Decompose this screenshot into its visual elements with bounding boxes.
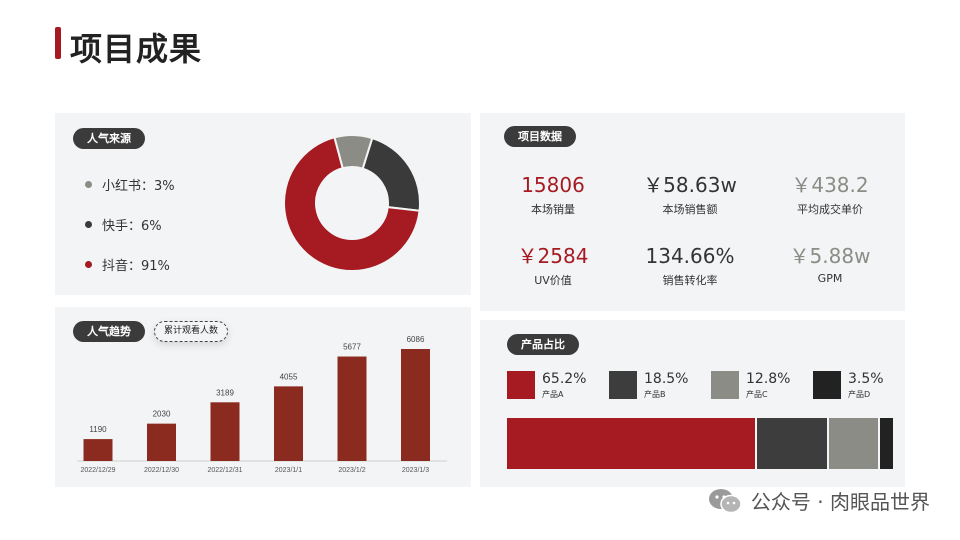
share-swatch — [507, 371, 535, 399]
legend-item-kuaishou: 快手：6% — [85, 215, 162, 234]
trend-bar-1 — [83, 439, 113, 461]
share-swatch — [711, 371, 739, 399]
metric-label: 本场销售额 — [662, 203, 718, 216]
share-pct: 65.2% — [542, 371, 587, 387]
metric-conversion-rate: 134.66% 销售转化率 — [625, 244, 755, 288]
legend-label: 抖音：91% — [102, 259, 170, 274]
stack-segment-1 — [507, 418, 755, 469]
metric-value: ￥438.2 — [791, 173, 869, 197]
x-tick-label: 2022/12/30 — [144, 467, 179, 474]
share-pct: 12.8% — [746, 371, 791, 387]
stack-segment-4 — [879, 418, 893, 469]
product-share-stacked-bar — [507, 418, 893, 469]
share-name: 产品C — [746, 390, 768, 399]
share-pct: 3.5% — [848, 371, 884, 387]
bar-value-label: 3189 — [216, 388, 234, 397]
bar-value-label: 4055 — [280, 372, 298, 381]
trend-bar-2 — [147, 423, 176, 461]
trend-bar-chart: 1190 2022/12/29 2030 2022/12/30 3189 2022/12/… — [77, 335, 447, 474]
metric-value: ￥5.88w — [789, 244, 871, 268]
stack-segment-2 — [756, 418, 828, 469]
project-data-panel: 项目数据 15806 本场销量 ￥58.63w 本场销售额 ￥438.2 平均成… — [480, 113, 905, 311]
page-title: 项目成果 — [70, 30, 203, 68]
title-accent-bar — [55, 27, 61, 59]
share-name: 产品A — [542, 390, 564, 399]
project-data-label: 项目数据 — [504, 126, 576, 147]
metric-uv-value: ￥2584 UV价值 — [488, 244, 618, 288]
popularity-source-label: 人气来源 — [73, 128, 145, 149]
share-swatch — [813, 371, 841, 399]
stack-segment-3 — [829, 418, 878, 469]
legend-label: 小红书：3% — [102, 179, 175, 194]
legend-dot — [85, 261, 92, 268]
series-label: 累计观看人数 — [154, 321, 229, 342]
metric-value: 15806 — [521, 173, 585, 197]
trend-bar-3 — [210, 402, 240, 461]
donut-slice-3 — [283, 136, 421, 272]
legend-label: 快手：6% — [102, 219, 162, 234]
trend-bar-4 — [274, 386, 303, 461]
wechat-icon — [708, 488, 742, 513]
bar-value-label: 1190 — [89, 425, 107, 434]
metric-gpm: ￥5.88w GPM — [765, 244, 895, 285]
metric-sales-volume: 15806 本场销量 — [488, 173, 618, 217]
watermark-text: 公众号 · 肉眼品世界 — [750, 490, 930, 514]
legend-item-xiaohongshu: 小红书：3% — [85, 175, 175, 194]
metric-avg-price: ￥438.2 平均成交单价 — [765, 173, 895, 217]
x-tick-label: 2023/1/3 — [402, 467, 429, 474]
metric-label: 销售转化率 — [662, 274, 718, 287]
watermark: 公众号 · 肉眼品世界 — [707, 486, 930, 515]
bar-value-label: 2030 — [153, 410, 171, 419]
x-tick-label: 2022/12/29 — [80, 467, 115, 474]
metric-label: 本场销量 — [531, 203, 575, 216]
bar-value-label: 5677 — [343, 343, 361, 352]
share-legend-product-d: 3.5% 产品D — [813, 371, 884, 400]
metric-value: 134.66% — [645, 244, 735, 268]
share-legend-product-c: 12.8% 产品C — [711, 371, 790, 400]
share-name: 产品B — [644, 390, 666, 399]
trend-bar-5 — [337, 356, 367, 461]
popularity-trend-label: 人气趋势 — [73, 321, 145, 342]
metric-sales-amount: ￥58.63w 本场销售额 — [625, 173, 755, 217]
x-tick-label: 2022/12/31 — [207, 467, 242, 474]
x-tick-label: 2023/1/2 — [338, 467, 365, 474]
donut-slice-2 — [361, 136, 421, 212]
legend-dot — [85, 221, 92, 228]
share-name: 产品D — [848, 390, 871, 399]
metric-label: 平均成交单价 — [797, 203, 863, 216]
share-pct: 18.5% — [644, 371, 689, 387]
bar-value-label: 6086 — [407, 335, 425, 344]
metric-value: ￥58.63w — [643, 173, 737, 197]
popularity-source-panel: 人气来源 小红书：3% 快手：6% 抖音：91% — [55, 113, 471, 295]
legend-item-douyin: 抖音：91% — [85, 255, 170, 274]
metric-label: UV价值 — [534, 274, 572, 287]
legend-dot — [85, 181, 92, 188]
share-legend-product-a: 65.2% 产品A — [507, 371, 586, 400]
popularity-trend-panel: 1190 2022/12/29 2030 2022/12/30 3189 2022/12/… — [55, 307, 471, 487]
share-swatch — [609, 371, 637, 399]
metric-value: ￥2584 — [517, 244, 589, 268]
source-donut-chart — [283, 134, 421, 272]
trend-bar-6 — [401, 349, 430, 461]
share-legend-product-b: 18.5% 产品B — [609, 371, 688, 400]
x-tick-label: 2023/1/1 — [275, 467, 302, 474]
product-share-panel: 产品占比 65.2% 产品A 18.5% 产品B 12.8% 产品C 3.5% … — [480, 320, 905, 487]
product-share-label: 产品占比 — [507, 334, 579, 355]
metric-label: GPM — [817, 272, 843, 285]
